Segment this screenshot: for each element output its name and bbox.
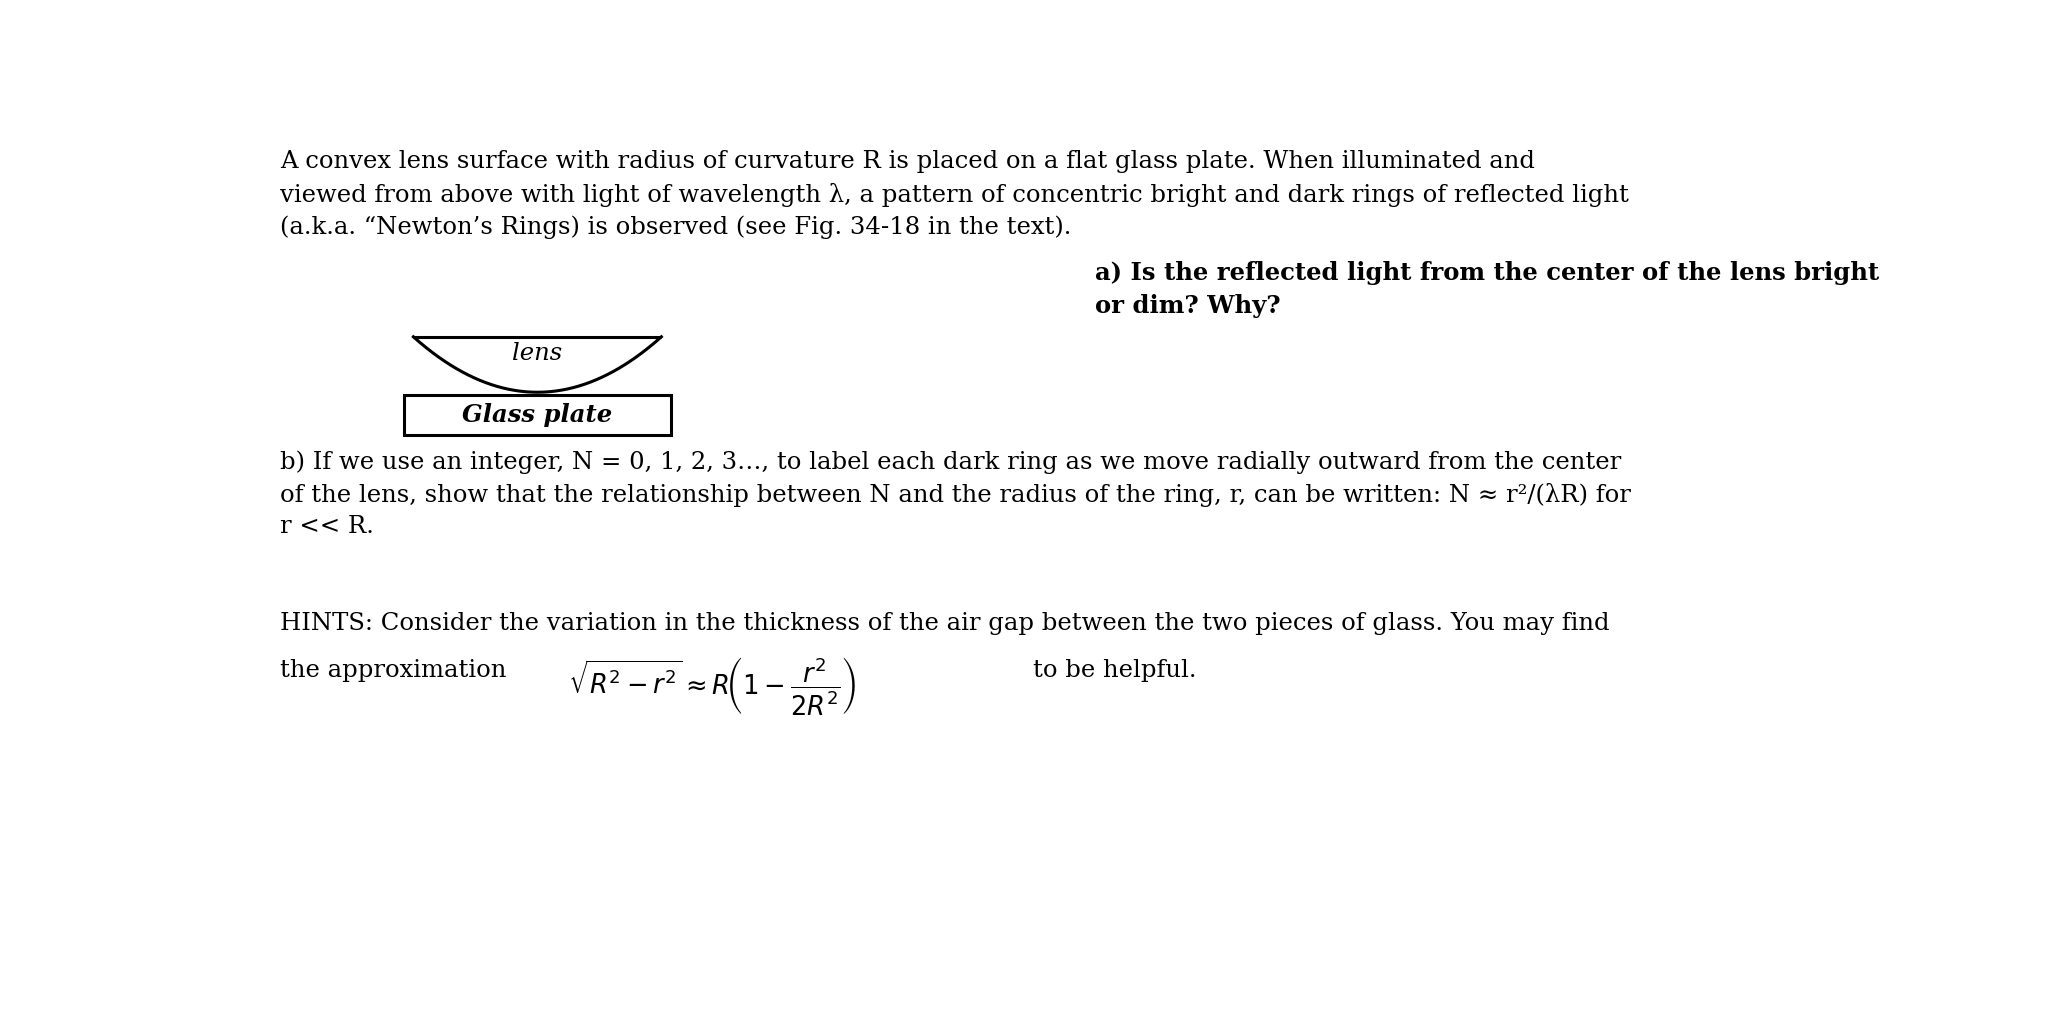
Text: Glass plate: Glass plate [463, 403, 612, 426]
Text: (a.k.a. “Newton’s Rings) is observed (see Fig. 34-18 in the text).: (a.k.a. “Newton’s Rings) is observed (se… [279, 215, 1071, 238]
Text: to be helpful.: to be helpful. [1034, 659, 1197, 682]
Text: or dim? Why?: or dim? Why? [1096, 294, 1282, 318]
Text: a) Is the reflected light from the center of the lens bright: a) Is the reflected light from the cente… [1096, 262, 1879, 286]
Text: the approximation: the approximation [279, 659, 506, 682]
Text: r << R.: r << R. [279, 515, 374, 538]
Text: HINTS: Consider the variation in the thickness of the air gap between the two pi: HINTS: Consider the variation in the thi… [279, 612, 1610, 635]
Bar [403, 395, 670, 434]
Text: lens: lens [513, 342, 562, 366]
Text: A convex lens surface with radius of curvature R is placed on a flat glass plate: A convex lens surface with radius of cur… [279, 150, 1536, 174]
Text: viewed from above with light of wavelength λ, a pattern of concentric bright and: viewed from above with light of waveleng… [279, 183, 1629, 207]
Text: of the lens, show that the relationship between N and the radius of the ring, r,: of the lens, show that the relationship … [279, 483, 1631, 507]
Text: b) If we use an integer, N = 0, 1, 2, 3…, to label each dark ring as we move rad: b) If we use an integer, N = 0, 1, 2, 3…… [279, 450, 1621, 475]
Text: $\sqrt{R^2 - r^2} \approx R\!\left(1 - \dfrac{r^2}{2R^2}\right)$: $\sqrt{R^2 - r^2} \approx R\!\left(1 - \… [568, 654, 858, 717]
